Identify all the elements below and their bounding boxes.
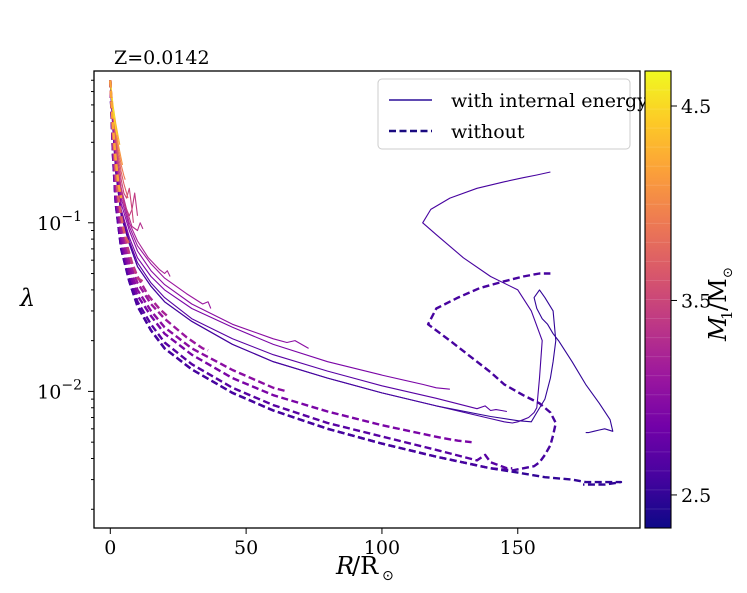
svg-text:/M: /M	[704, 278, 732, 311]
colorbar-tick-label: 3.5	[681, 290, 711, 312]
colorbar-tick-label: 2.5	[681, 485, 711, 507]
legend-label-without: without	[451, 121, 525, 143]
colorbar-bar	[645, 71, 671, 528]
x-axis-label: R /R ⊙	[335, 552, 394, 584]
y-tick-label: 10−2	[37, 377, 82, 403]
legend-label-with-internal-energy: with internal energy	[451, 90, 648, 112]
colorbar: 2.5 3.5 4.5 M 1 /M ⊙	[644, 70, 736, 529]
legend: with internal energy without	[377, 78, 648, 150]
svg-text:1: 1	[718, 310, 736, 320]
legend-box	[377, 78, 631, 150]
series-with-internal-energy-line	[109, 80, 551, 424]
svg-text:⊙: ⊙	[382, 568, 394, 584]
plot-frame	[93, 70, 641, 529]
svg-text:M: M	[704, 315, 732, 342]
colorbar-tick-label: 4.5	[681, 96, 711, 118]
y-tick-label: 10−1	[37, 209, 82, 235]
curves-group	[109, 80, 623, 486]
y-axis-label: λ	[19, 284, 35, 312]
colorbar-label: M 1 /M ⊙	[704, 267, 736, 342]
svg-text:R: R	[335, 552, 354, 580]
series-with-internal-energy-line	[109, 80, 212, 309]
x-tick-label: 100	[364, 537, 400, 559]
series-without-line	[109, 80, 288, 393]
series-without-line	[109, 80, 209, 352]
x-tick-label: 150	[500, 537, 536, 559]
x-tick-label: 50	[234, 537, 258, 559]
series-without-line	[109, 80, 123, 199]
svg-text:/R: /R	[352, 552, 379, 580]
x-tick-label: 0	[104, 537, 116, 559]
series-without-line	[109, 80, 557, 472]
x-axis: 0 50 100 150	[104, 528, 536, 559]
series-without-line	[109, 80, 513, 470]
colorbar-frame	[644, 70, 672, 529]
y-axis: 10−1 10−2	[37, 79, 94, 510]
chart-title: Z=0.0142	[114, 47, 210, 69]
svg-text:⊙: ⊙	[721, 267, 736, 278]
